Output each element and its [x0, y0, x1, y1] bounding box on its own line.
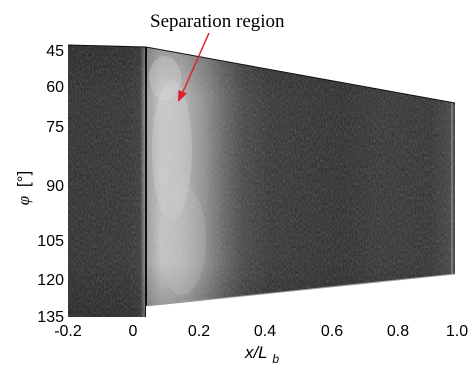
x-tick-label: 0.6: [321, 323, 343, 340]
y-tick-label: 135: [37, 309, 64, 326]
svg-text:φ [°]: φ [°]: [14, 171, 33, 205]
y-tick-label: 75: [46, 119, 64, 136]
panel-bottom-edge: [145, 273, 456, 307]
x-tick-label: 1.0: [446, 323, 468, 340]
x-axis: -0.2 0 0.2 0.4 0.6 0.8 1.0: [54, 323, 468, 340]
x-tick-label: 0: [129, 323, 138, 340]
x-tick-label: 0.2: [188, 323, 210, 340]
y-axis-label: φ [°]: [14, 171, 33, 205]
y-tick-label: 45: [46, 43, 64, 60]
y-axis-symbol: φ: [14, 196, 33, 205]
annotation-label: Separation region: [150, 11, 285, 32]
x-tick-label: -0.2: [54, 323, 82, 340]
x-tick-label: 0.8: [387, 323, 409, 340]
y-axis: 45 60 75 90 105 120 135: [37, 43, 64, 326]
y-tick-label: 120: [37, 272, 64, 289]
x-tick-label: 0.4: [254, 323, 276, 340]
annotation-arrow: [178, 32, 210, 102]
x-axis-label-subscript: b: [272, 352, 279, 366]
y-axis-unit: [°]: [14, 171, 33, 187]
panel-top-edge: [67, 44, 456, 104]
y-tick-label: 60: [46, 79, 64, 96]
x-axis-label-main: x/L: [244, 343, 268, 362]
x-axis-label: x/L b: [244, 343, 279, 366]
y-tick-label: 105: [37, 233, 64, 250]
y-tick-label: 90: [46, 178, 64, 195]
oil-flow-image: [68, 45, 455, 317]
